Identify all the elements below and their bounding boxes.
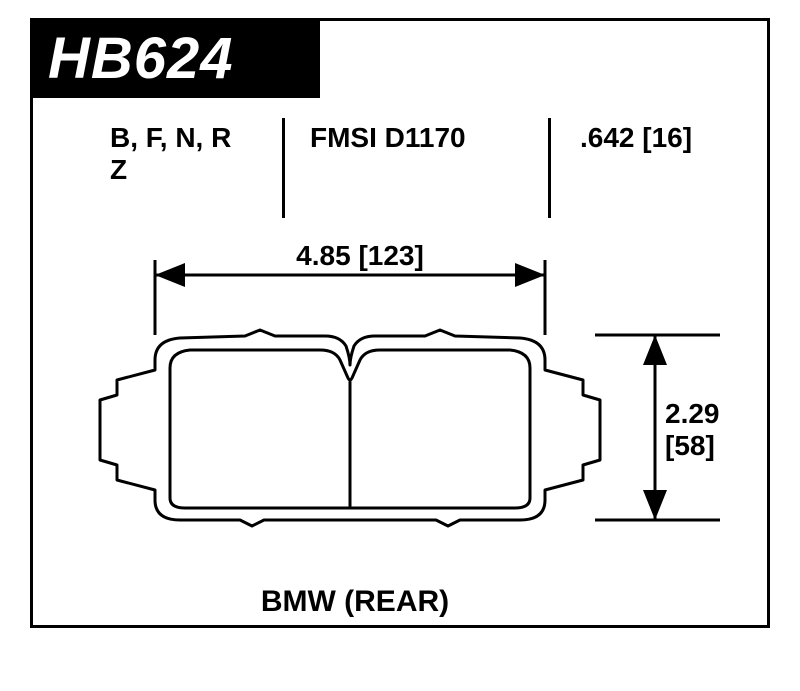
height-dimension-line1: 2.29 — [665, 398, 735, 430]
height-dimension-line2: [58] — [665, 430, 735, 462]
width-dimension: 4.85 [123] — [290, 240, 430, 272]
application-label: BMW (REAR) — [255, 585, 455, 619]
